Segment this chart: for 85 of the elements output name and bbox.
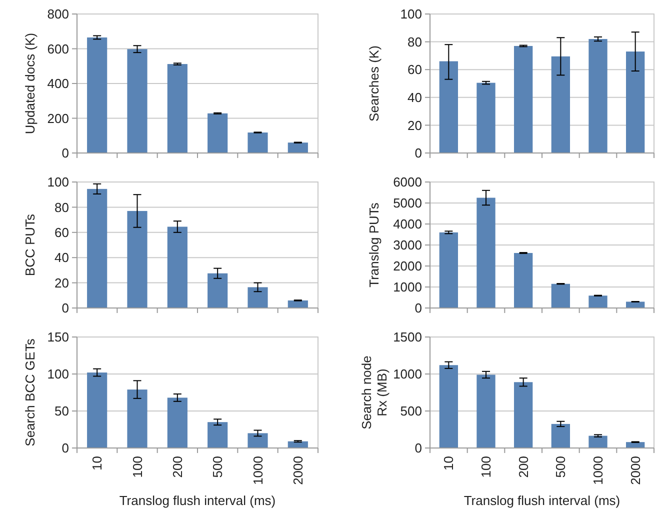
bar: [248, 433, 268, 448]
y-axis-title: Search BCC GETs: [22, 338, 38, 446]
y-tick-label: 50: [54, 404, 69, 419]
bar: [439, 365, 458, 448]
bar: [248, 132, 268, 153]
y-tick-label: 60: [54, 224, 69, 240]
y-axis-title: Translog PUTs: [366, 202, 382, 288]
x-tick-label: 500: [210, 456, 226, 478]
x-tick-label: 500: [553, 456, 568, 478]
y-tick-label: 20: [408, 118, 422, 133]
y-tick-label: 1500: [393, 330, 422, 345]
bar: [551, 284, 570, 308]
bar: [167, 226, 188, 308]
y-tick-label: 100: [47, 174, 69, 190]
bar: [288, 300, 308, 308]
y-tick-label: 0: [414, 440, 422, 456]
y-tick-label: 0: [414, 146, 422, 161]
bar: [288, 142, 308, 153]
y-axis-title: BCC PUTs: [22, 213, 38, 276]
bar: [87, 372, 108, 448]
bar: [248, 287, 268, 308]
y-tick-label: 600: [47, 41, 69, 56]
x-tick-label: 10: [441, 456, 456, 470]
y-tick-label: 0: [62, 300, 69, 316]
y-tick-label: 400: [47, 76, 69, 92]
y-tick-label: 200: [47, 110, 69, 126]
bar: [167, 398, 188, 448]
x-tick-label: 2000: [628, 456, 643, 485]
x-tick-label: 2000: [290, 456, 306, 485]
bar: [476, 82, 496, 153]
y-tick-label: 1000: [393, 280, 422, 295]
x-tick-label: 100: [130, 456, 145, 478]
y-tick-label: 1000: [393, 366, 422, 382]
y-tick-label: 4000: [393, 216, 422, 232]
bar: [167, 64, 188, 153]
y-tick-label: 100: [400, 6, 422, 22]
bar: [208, 273, 228, 308]
bar: [588, 296, 608, 308]
x-tick-label: 1000: [250, 456, 266, 485]
y-tick-label: 80: [408, 34, 422, 50]
x-tick-label: 1000: [590, 456, 606, 485]
y-axis-title: Search node Rx (MB): [358, 356, 390, 430]
y-tick-label: 60: [408, 62, 422, 78]
y-tick-label: 40: [408, 90, 422, 105]
y-tick-label: 5000: [393, 196, 422, 211]
y-tick-label: 20: [54, 275, 69, 290]
x-tick-label: 200: [516, 456, 531, 478]
bar: [588, 436, 608, 448]
bar: [588, 39, 608, 153]
y-tick-label: 150: [47, 330, 69, 345]
y-tick-label: 100: [47, 366, 69, 382]
y-tick-label: 2000: [393, 258, 422, 274]
bar: [208, 422, 228, 448]
bar: [551, 56, 570, 153]
bar: [476, 198, 496, 308]
y-tick-label: 0: [62, 146, 69, 161]
y-tick-label: 6000: [393, 174, 422, 190]
y-tick-label: 40: [54, 250, 69, 266]
y-tick-label: 500: [400, 404, 422, 419]
bar: [127, 390, 148, 448]
y-tick-label: 0: [62, 440, 69, 456]
bar: [127, 49, 148, 153]
bar: [514, 382, 533, 448]
bar: [87, 37, 108, 153]
bar: [626, 52, 645, 153]
bar: [127, 210, 148, 308]
x-axis-title: Translog flush interval (ms): [119, 493, 276, 508]
bar: [551, 424, 570, 448]
y-tick-label: 800: [47, 6, 69, 22]
y-axis-title: Updated docs (K): [22, 32, 38, 134]
bar: [514, 252, 533, 308]
x-axis-title: Translog flush interval (ms): [464, 493, 620, 508]
y-tick-label: 80: [54, 200, 69, 215]
x-tick-label: 200: [170, 456, 185, 478]
bar: [514, 46, 533, 153]
bar: [208, 113, 228, 153]
y-axis-title: Searches (K): [366, 46, 382, 122]
bar: [87, 188, 108, 308]
x-tick-label: 100: [478, 456, 494, 478]
y-tick-label: 0: [414, 300, 422, 316]
bar: [439, 232, 458, 308]
x-tick-label: 10: [90, 456, 105, 470]
y-tick-label: 3000: [393, 238, 422, 253]
bar: [439, 61, 458, 153]
bar: [476, 374, 496, 448]
